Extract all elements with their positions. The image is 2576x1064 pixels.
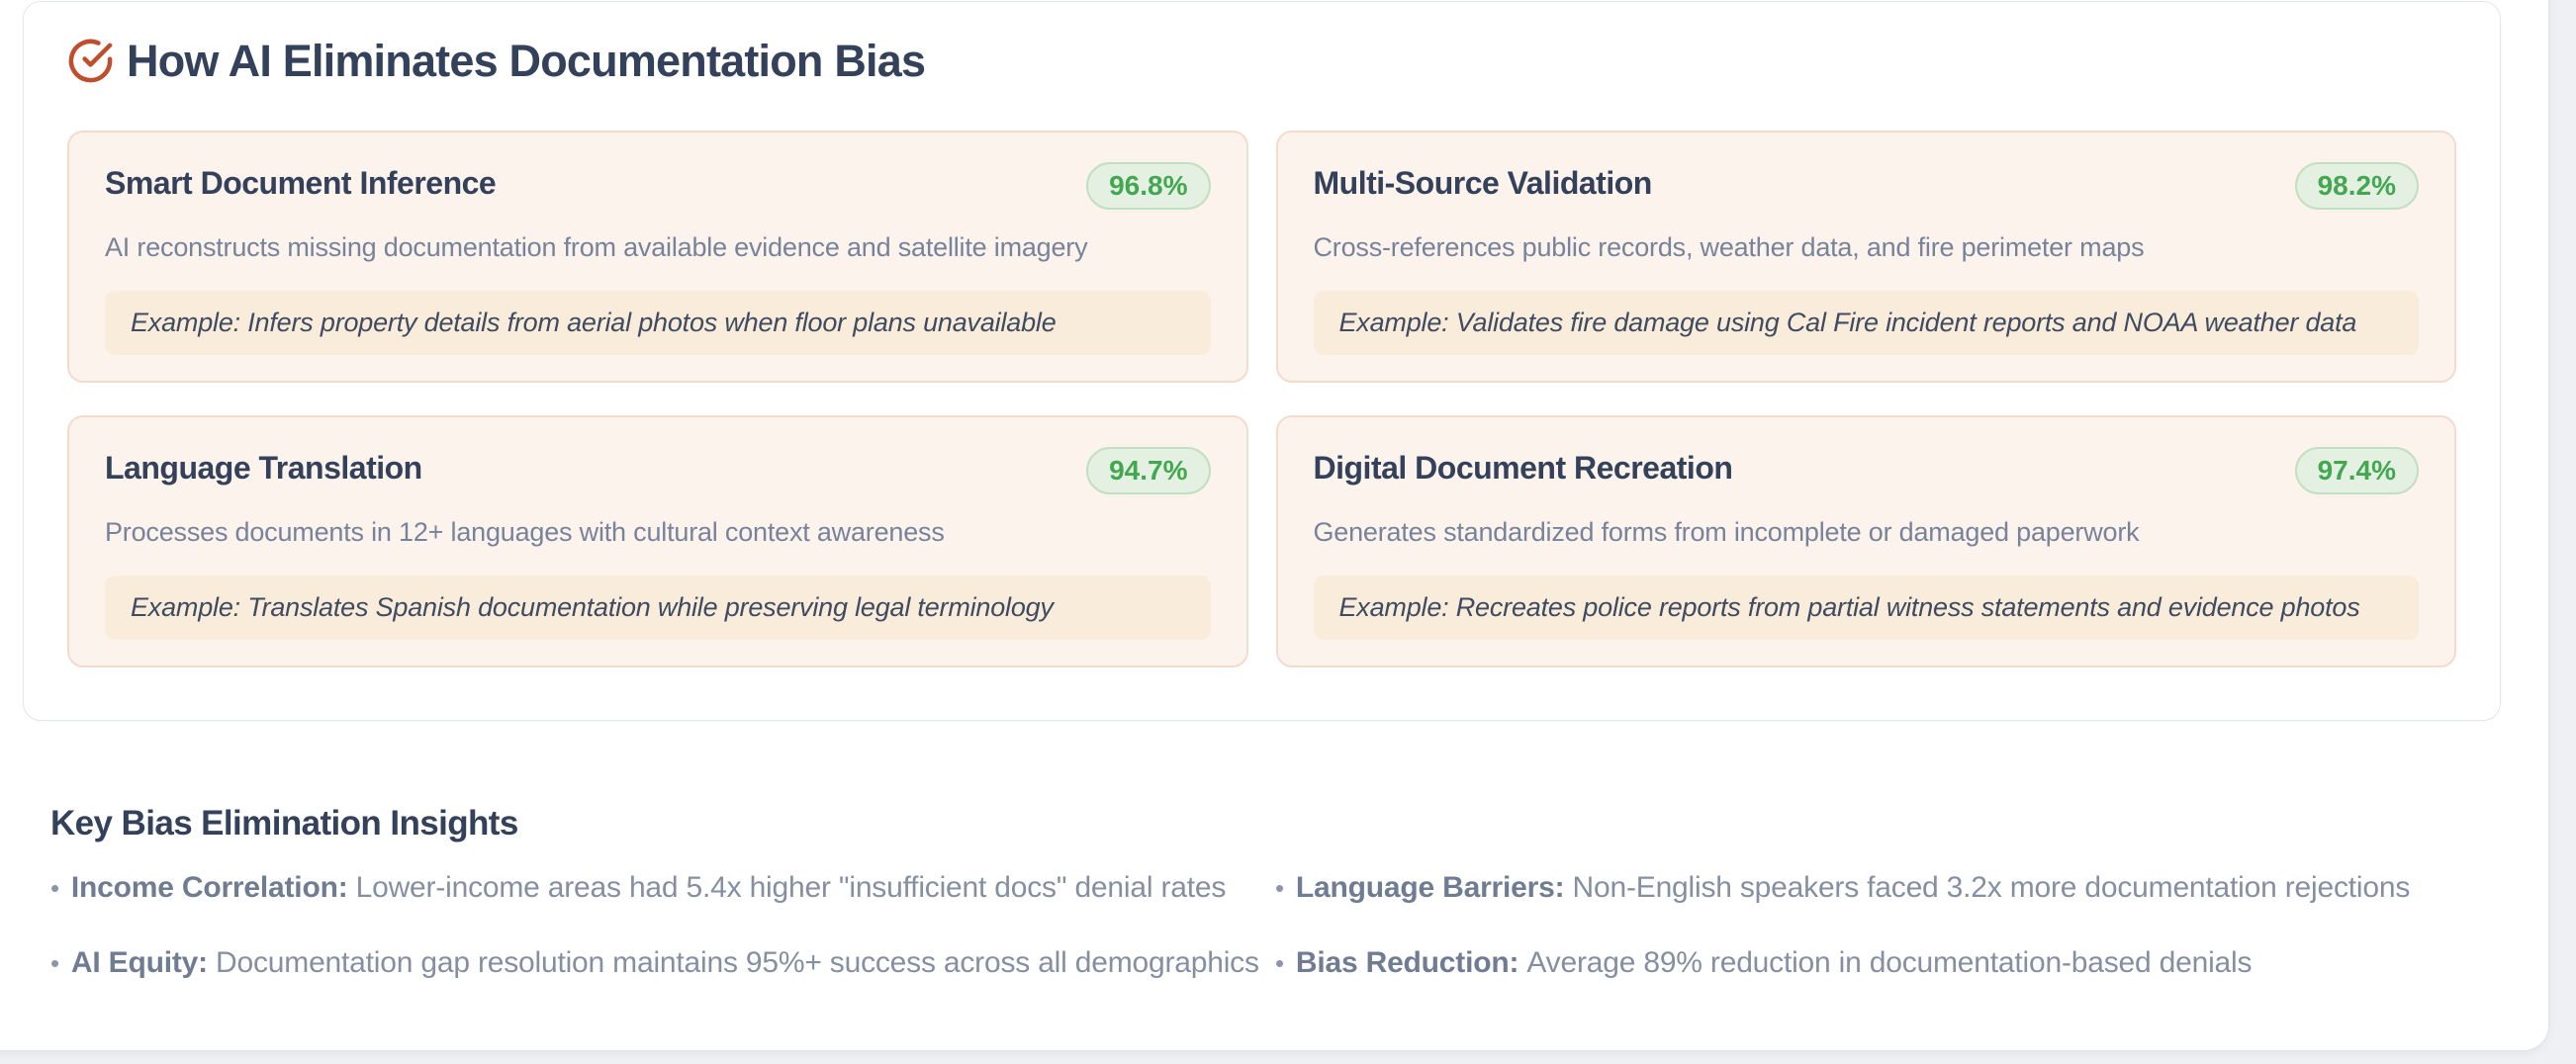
capability-card: Multi-Source Validation 98.2% Cross-refe… <box>1275 130 2456 383</box>
insight-item: • Bias Reduction: Average 89% reduction … <box>1275 945 2504 981</box>
accuracy-badge: 96.8% <box>1086 161 1211 210</box>
capability-description: Generates standardized forms from incomp… <box>1313 516 2140 547</box>
capability-example: Example: Validates fire damage using Cal… <box>1313 290 2419 356</box>
accuracy-badge: 97.4% <box>2294 446 2419 494</box>
insights-section: Key Bias Elimination Insights • Income C… <box>50 804 2504 981</box>
insight-item: • Income Correlation: Lower-income areas… <box>50 870 1275 906</box>
insight-label: Income Correlation: <box>70 871 356 905</box>
capability-example: Example: Translates Spanish documentatio… <box>105 575 1211 641</box>
insights-heading: Key Bias Elimination Insights <box>50 804 518 842</box>
capability-description: Processes documents in 12+ languages wit… <box>105 516 945 547</box>
insight-text: Documentation gap resolution maintains 9… <box>216 946 1259 980</box>
capability-card-header: Digital Document Recreation 97.4% <box>1313 446 2419 494</box>
capability-name: Multi-Source Validation <box>1313 164 1653 201</box>
capability-name: Language Translation <box>105 449 422 486</box>
insight-text-wrap: AI Equity: Documentation gap resolution … <box>71 945 1259 981</box>
insight-text: Non-English speakers faced 3.2x more doc… <box>1572 871 2411 905</box>
capability-card-header: Language Translation 94.7% <box>105 446 1211 494</box>
capability-name: Smart Document Inference <box>105 164 497 201</box>
capability-cards-grid: Smart Document Inference 96.8% AI recons… <box>67 130 2456 667</box>
content-card: How AI Eliminates Documentation Bias Sma… <box>0 0 2549 1051</box>
capability-example: Example: Recreates police reports from p… <box>1313 575 2419 641</box>
capability-card: Language Translation 94.7% Processes doc… <box>67 414 1248 667</box>
capability-description: Cross-references public records, weather… <box>1313 231 2145 262</box>
capability-card: Smart Document Inference 96.8% AI recons… <box>67 130 1248 383</box>
capability-card-header: Multi-Source Validation 98.2% <box>1313 161 2419 210</box>
insight-text: Lower-income areas had 5.4x higher "insu… <box>355 871 1227 905</box>
capability-name: Digital Document Recreation <box>1313 449 1733 486</box>
bullet-icon: • <box>1275 948 1284 979</box>
insight-label: Bias Reduction: <box>1295 946 1527 980</box>
bullet-icon: • <box>50 873 59 904</box>
bullet-icon: • <box>1275 873 1284 904</box>
insight-item: • AI Equity: Documentation gap resolutio… <box>50 945 1275 981</box>
insight-label: AI Equity: <box>70 946 217 980</box>
capability-description: AI reconstructs missing documentation fr… <box>105 231 1088 262</box>
check-circle-icon <box>68 40 113 83</box>
capability-card-header: Smart Document Inference 96.8% <box>105 161 1211 210</box>
panel-header: How AI Eliminates Documentation Bias <box>67 36 2456 87</box>
capabilities-panel: How AI Eliminates Documentation Bias Sma… <box>23 1 2501 721</box>
insight-text-wrap: Income Correlation: Lower-income areas h… <box>71 870 1226 906</box>
bullet-icon: • <box>50 948 59 979</box>
section-title: How AI Eliminates Documentation Bias <box>127 36 926 86</box>
insights-grid: • Income Correlation: Lower-income areas… <box>50 870 2504 981</box>
insight-item: • Language Barriers: Non-English speaker… <box>1275 870 2504 906</box>
insight-text-wrap: Language Barriers: Non-English speakers … <box>1296 870 2410 906</box>
capability-card: Digital Document Recreation 97.4% Genera… <box>1275 414 2456 667</box>
insight-text: Average 89% reduction in documentation-b… <box>1526 946 2253 980</box>
insight-text-wrap: Bias Reduction: Average 89% reduction in… <box>1295 945 2253 981</box>
accuracy-badge: 94.7% <box>1086 446 1211 494</box>
insight-label: Language Barriers: <box>1295 871 1573 905</box>
accuracy-badge: 98.2% <box>2294 161 2419 210</box>
capability-example: Example: Infers property details from ae… <box>105 290 1211 356</box>
